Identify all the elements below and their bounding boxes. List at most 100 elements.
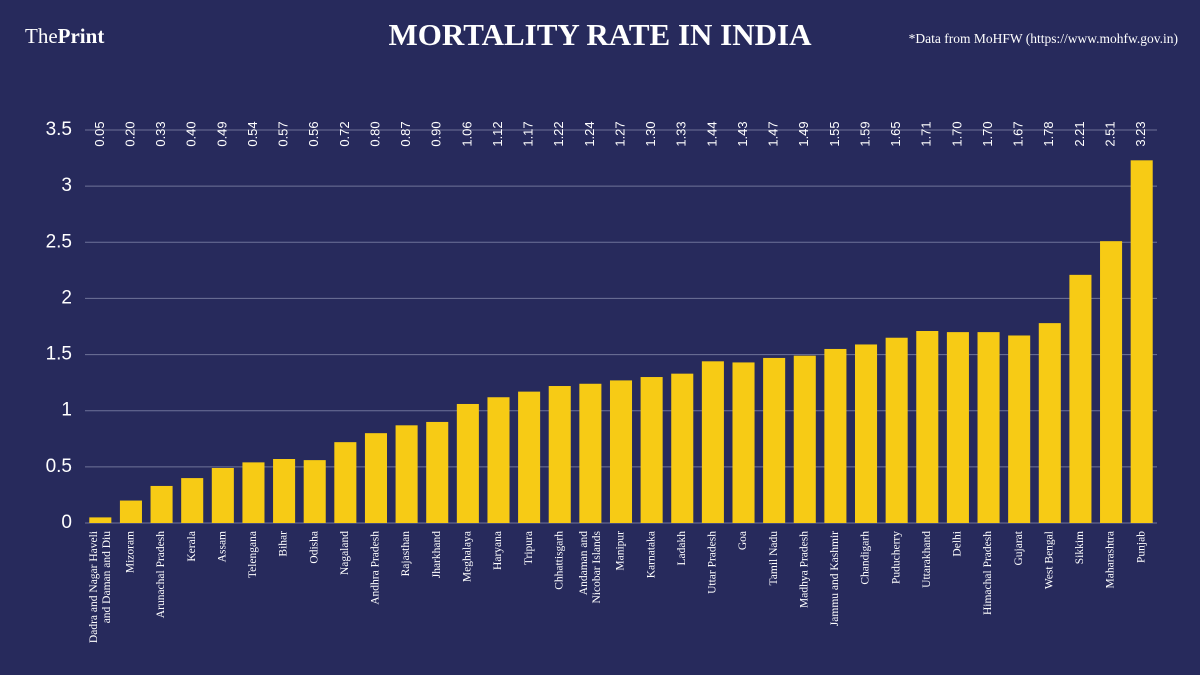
bar [303,460,326,523]
bar [579,383,602,523]
value-label: 0.72 [337,121,352,146]
value-label: 0.54 [245,121,260,146]
x-tick-label: Jharkhand [431,531,443,579]
x-tick-label: Puducherry [890,531,902,584]
x-tick-label: Chhattisgarh [553,531,565,590]
value-label: 1.78 [1041,121,1056,146]
value-label: 1.71 [919,121,934,146]
bar [824,348,847,523]
value-label: 0.87 [398,121,413,146]
value-label: 2.21 [1072,121,1087,146]
bar [518,391,541,523]
value-label: 0.80 [367,121,382,146]
value-label: 0.40 [184,121,199,146]
bar [732,362,755,523]
logo-bold: Print [58,24,105,48]
value-label: 0.56 [306,121,321,146]
x-tick-label: Arunachal Pradesh [155,531,167,618]
x-tick-label: Nagaland [339,531,351,575]
value-label: 0.90 [429,121,444,146]
y-tick-label: 3 [61,175,72,196]
x-tick-label: Tripura [523,531,535,565]
y-tick-label: 1.5 [46,344,72,365]
bar [701,361,724,523]
logo: ThePrint [25,24,104,48]
x-tick-label: Himachal Pradesh [982,531,994,615]
bar [1100,241,1123,524]
bar [946,332,969,523]
x-tick-label: Manipur [615,531,627,571]
x-tick-label: Dadra and Nagar Haveliand Daman and Diu [87,531,112,643]
bar [89,517,112,523]
bar [793,355,816,523]
x-tick-label: Delhi [952,531,964,557]
value-label: 1.43 [735,121,750,146]
value-label: 1.30 [643,121,658,146]
x-tick-label: Madhya Pradesh [798,531,810,608]
x-tick-label-line: and Daman and Diu [100,531,112,624]
x-tick-label-line: Dadra and Nagar Haveli [87,531,99,643]
bar [671,373,694,523]
bar [181,478,204,523]
x-tick-label: Rajasthan [400,531,412,577]
y-tick-label: 0.5 [46,456,72,477]
bar [456,403,479,523]
bar [334,442,357,523]
x-tick-label-line: Andaman and [578,531,590,595]
value-label: 1.33 [674,121,689,146]
bar [916,330,939,523]
value-label: 0.05 [92,121,107,146]
value-label: 1.44 [704,121,719,146]
bar [364,433,387,523]
x-tick-label: Gujarat [1013,530,1025,565]
bar [1069,274,1092,523]
value-label: 1.55 [827,121,842,146]
x-tick-label: Haryana [492,531,504,570]
x-tick-label: Jammu and Kashmir [829,531,841,626]
y-tick-label: 1 [61,400,72,421]
x-tick-label: Uttarakhand [921,531,933,588]
x-tick-label: Andhra Pradesh [370,531,382,605]
value-label: 1.22 [551,121,566,146]
bar [548,386,571,523]
x-tick-label: Meghalaya [461,531,473,582]
value-label: 1.06 [459,121,474,146]
value-label: 1.70 [980,121,995,146]
x-tick-label: Assam [216,531,228,562]
value-label: 1.70 [949,121,964,146]
x-tick-label: Chandigarh [860,531,872,585]
y-tick-label: 0 [61,512,72,533]
bar [150,485,173,523]
y-tick-label: 2 [61,287,72,308]
x-tick-label: Maharashtra [1105,531,1117,588]
source-note: *Data from MoHFW (https://www.mohfw.gov.… [909,31,1178,46]
value-label: 0.57 [276,121,291,146]
value-label: 1.17 [521,121,536,146]
value-label: 1.47 [766,121,781,146]
value-label: 2.51 [1102,121,1117,146]
bar [119,500,142,523]
chart-title: MORTALITY RATE IN INDIA [389,17,813,52]
bar [640,377,663,523]
bar [487,397,510,523]
value-label: 0.20 [122,121,137,146]
bar [1038,323,1061,523]
value-label: 0.49 [214,121,229,146]
bar [242,462,265,523]
x-tick-label: Ladakh [676,531,688,566]
value-label: 1.49 [796,121,811,146]
value-label: 0.33 [153,121,168,146]
x-tick-label: Bihar [278,531,290,557]
x-tick-label: Mizoram [125,531,137,573]
bar [395,425,418,523]
bar [855,344,878,523]
x-tick-label: Goa [737,531,749,550]
x-tick-label: Tamil Nadu [768,531,780,586]
value-label: 1.27 [612,121,627,146]
bar [885,337,908,523]
bar [1008,335,1031,523]
bar [1130,160,1153,523]
bar [609,380,633,523]
